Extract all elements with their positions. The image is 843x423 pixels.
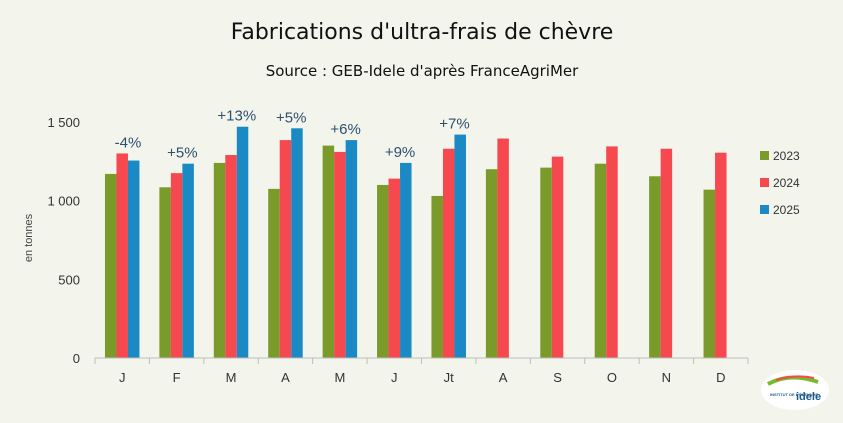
idele-logo: INSTITUT DE L'ÉLEVAGE idele [761, 370, 829, 410]
x-ticks: J F M A M J Jt A S O N D [94, 358, 749, 385]
x-tick-label: D [716, 370, 725, 385]
bar-2023-4 [322, 145, 335, 358]
y-tick-label: 1 000 [47, 194, 80, 209]
annotation-label: +5% [167, 145, 197, 162]
bar-2025-3 [291, 128, 303, 358]
bar-2023-2 [213, 162, 226, 358]
legend: 2023 2024 2025 [760, 149, 800, 217]
legend-label-2024: 2024 [773, 176, 800, 190]
annotation-label: +9% [385, 144, 415, 161]
annotation-label: +7% [439, 116, 469, 133]
bar-2023-5 [377, 184, 389, 358]
bar-2024-10 [660, 148, 673, 358]
bar-2024-2 [225, 155, 237, 358]
bar-2024-0 [116, 153, 128, 358]
logo-text-idele: idele [796, 391, 821, 403]
y-axis-label: en tonnes [23, 213, 35, 262]
bar-2023-11 [703, 189, 716, 358]
x-tick-label: J [391, 370, 398, 385]
bar-2023-3 [268, 188, 280, 358]
legend-swatch-2023 [760, 151, 769, 160]
annotation-label: +13% [217, 108, 256, 125]
bar-2025-6 [454, 134, 466, 358]
annotation-label: -4% [115, 134, 142, 151]
legend-swatch-2025 [760, 205, 769, 214]
bar-2024-8 [551, 156, 564, 358]
bar-2023-1 [159, 187, 171, 358]
chart-subtitle: Source : GEB-Idele d'après FranceAgriMer [266, 62, 579, 80]
bar-2024-1 [170, 173, 183, 358]
bar-2025-0 [127, 160, 140, 358]
legend-swatch-2024 [760, 178, 769, 187]
bars [104, 126, 727, 358]
bar-2025-5 [400, 162, 412, 358]
chart-title: Fabrications d'ultra-frais de chèvre [231, 20, 614, 45]
bar-2025-4 [345, 140, 358, 358]
bar-2024-7 [497, 138, 509, 358]
bar-2024-6 [442, 148, 455, 358]
bar-2024-3 [279, 140, 292, 358]
y-ticks: 0 500 1 000 1 500 [47, 115, 80, 366]
y-tick-label: 0 [73, 351, 80, 366]
logo-text-small: INSTITUT DE L'ÉLEVAGE [770, 392, 818, 397]
annotation-label: +5% [276, 109, 306, 126]
y-tick-label: 1 500 [47, 115, 80, 130]
annotation-label: +6% [330, 121, 360, 138]
x-tick-label: F [173, 370, 181, 385]
bar-2023-0 [104, 173, 117, 358]
bar-2023-6 [431, 195, 443, 358]
x-tick-label: M [334, 370, 345, 385]
bar-2024-4 [334, 151, 346, 358]
annotations: -4% +5% +13% +5% +6% +9% +7% [115, 108, 470, 162]
x-tick-label: Jt [444, 370, 455, 385]
x-tick-label: N [662, 370, 671, 385]
bar-2023-8 [540, 167, 552, 358]
x-tick-label: A [281, 370, 290, 385]
bar-2025-2 [236, 126, 249, 358]
bar-2024-11 [715, 152, 727, 358]
bar-2024-9 [606, 146, 618, 358]
legend-label-2023: 2023 [773, 149, 800, 163]
x-tick-label: J [119, 370, 126, 385]
x-tick-label: M [226, 370, 237, 385]
bar-2024-5 [388, 178, 401, 358]
bar-2023-10 [649, 176, 661, 358]
x-tick-label: O [607, 370, 617, 385]
legend-label-2025: 2025 [773, 203, 800, 217]
y-tick-label: 500 [58, 272, 80, 287]
bar-2025-1 [182, 163, 194, 358]
x-tick-label: A [499, 370, 508, 385]
bar-2023-9 [594, 163, 607, 358]
x-tick-label: S [553, 370, 562, 385]
bar-2023-7 [485, 169, 498, 358]
